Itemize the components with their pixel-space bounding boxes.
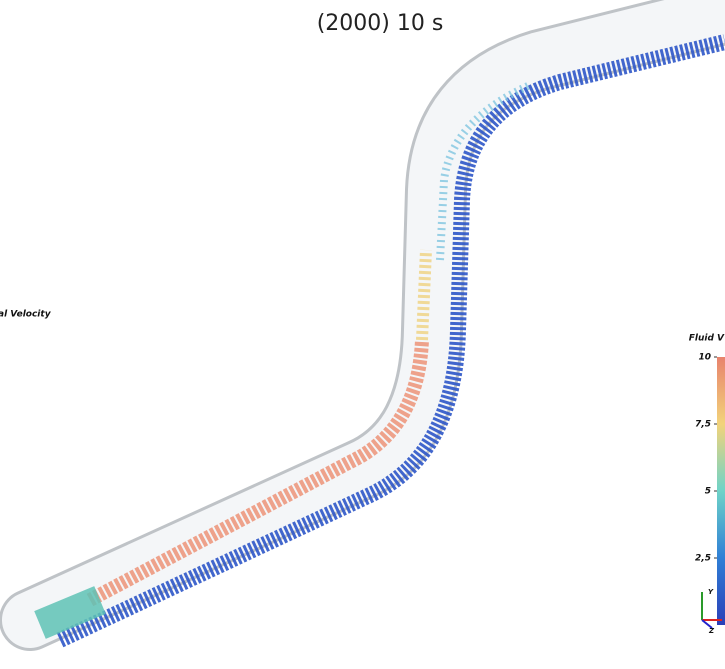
colorbar-tick-label: 2,5 <box>695 554 711 564</box>
colorbar-title: Fluid V <box>689 334 725 344</box>
left-legend-title: al Velocity <box>0 310 52 320</box>
colorbar-tick-label: 5 <box>705 487 711 497</box>
title: (2000) 10 s <box>317 11 444 36</box>
axis-y-label: Y <box>708 588 714 596</box>
colorbar-tick-label: 10 <box>698 353 711 363</box>
colorbar-tick-label: 7,5 <box>695 420 711 430</box>
viewport: (2000) 10 s al Velocity Fluid V 10 7,5 5 2,… <box>0 0 725 669</box>
colorbar-ticks: 10 7,5 5 2,5 <box>695 353 717 564</box>
pipe <box>30 10 725 640</box>
colorbar <box>717 357 725 625</box>
axis-z-label: Z <box>708 627 715 635</box>
